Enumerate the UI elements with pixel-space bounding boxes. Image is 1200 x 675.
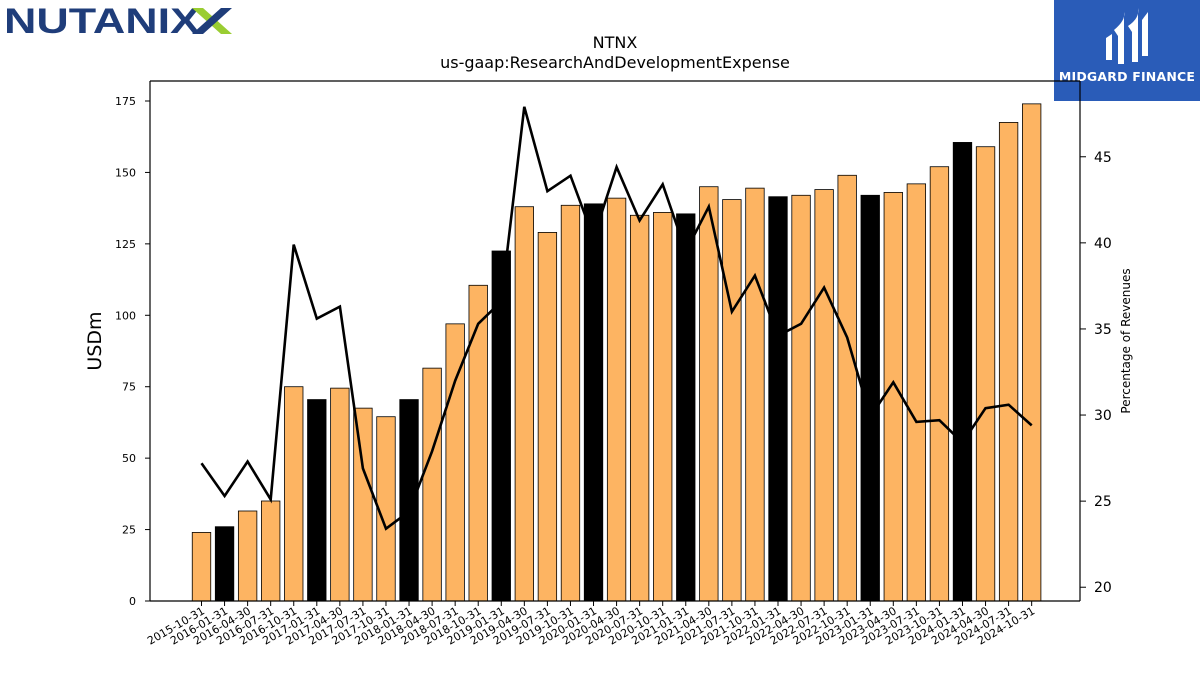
- nutanix-logo: NUTANIX: [4, 4, 232, 36]
- bar: [791, 194, 811, 602]
- chart-title: NTNX: [593, 33, 638, 52]
- bar: [261, 500, 281, 602]
- bar: [583, 203, 604, 602]
- bar: [653, 212, 673, 602]
- y-tick-label: 125: [115, 238, 136, 251]
- midgard-finance-logo: MIDGARD FINANCE: [1054, 0, 1200, 101]
- y-tick-label: 75: [122, 381, 136, 394]
- bar: [837, 174, 857, 602]
- y-tick-label: 100: [115, 309, 136, 322]
- y-tick-label: 50: [122, 452, 136, 465]
- y2-tick-label: 45: [1094, 150, 1112, 166]
- bar: [468, 284, 488, 602]
- percentage-line: [200, 106, 1033, 531]
- bar: [722, 199, 742, 602]
- y-tick-label: 175: [115, 95, 136, 108]
- y-axis-label: USDm: [84, 311, 106, 370]
- y-tick-label: 150: [115, 166, 136, 179]
- bar: [537, 232, 558, 602]
- bar: [629, 214, 650, 602]
- bar: [975, 146, 996, 602]
- bar: [191, 532, 212, 602]
- bar: [998, 122, 1019, 602]
- bar: [606, 197, 627, 602]
- bar: [514, 206, 534, 602]
- nutanix-logo-text: NUTANIX: [4, 4, 201, 36]
- bar: [745, 187, 765, 602]
- bar: [906, 183, 927, 602]
- bar: [353, 407, 373, 602]
- bar: [560, 204, 581, 602]
- bar: [237, 510, 258, 602]
- bar: [1022, 103, 1042, 602]
- bar: [307, 399, 327, 602]
- y2-tick-label: 25: [1094, 494, 1112, 510]
- bar: [422, 367, 442, 602]
- bar: [284, 386, 304, 602]
- chart-subtitle: us-gaap:ResearchAndDevelopmentExpense: [440, 53, 790, 72]
- bar: [676, 213, 696, 602]
- y2-tick-label: 40: [1094, 236, 1112, 252]
- y2-axis-label: Percentage of Revenues: [1119, 268, 1133, 413]
- midgard-logo-text: MIDGARD FINANCE: [1058, 69, 1196, 84]
- bar: [929, 166, 950, 602]
- bar: [768, 196, 788, 602]
- y2-tick-label: 20: [1094, 580, 1112, 596]
- bar: [491, 250, 511, 602]
- y2-tick-label: 35: [1094, 322, 1112, 338]
- bar: [399, 399, 419, 602]
- nutanix-x-mark-icon: [192, 8, 232, 34]
- y2-tick-label: 30: [1094, 408, 1112, 424]
- bar: [883, 192, 903, 602]
- bar: [952, 142, 973, 602]
- midgard-emblem-icon: [1106, 8, 1148, 64]
- bar: [699, 186, 719, 602]
- bar: [214, 526, 235, 602]
- bar: [814, 189, 834, 602]
- y-tick-label: 25: [122, 524, 136, 537]
- bar: [330, 387, 350, 602]
- y-tick-label: 0: [129, 595, 136, 608]
